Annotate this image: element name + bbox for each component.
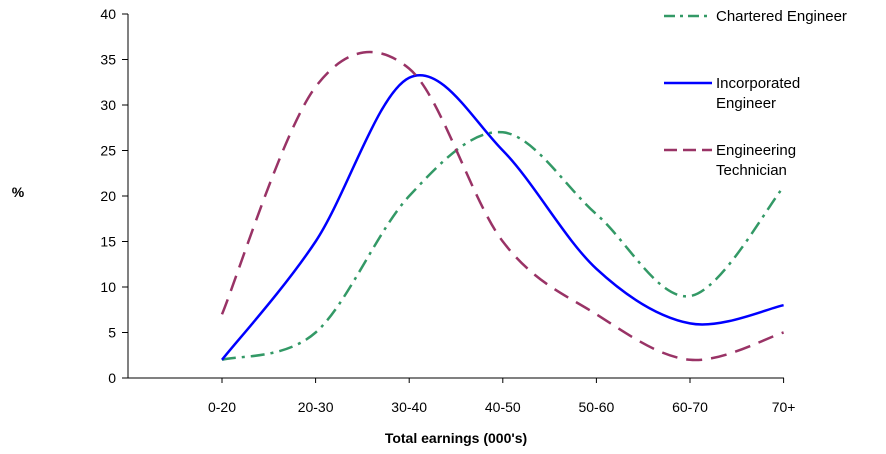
- x-tick-label: 20-30: [298, 399, 334, 415]
- y-tick-label: 0: [108, 370, 116, 386]
- x-tick-label: 70+: [772, 399, 796, 415]
- x-tick-label: 50-60: [578, 399, 614, 415]
- y-tick-label: 20: [100, 188, 116, 204]
- y-tick-label: 5: [108, 325, 116, 341]
- y-axis-title: %: [12, 184, 25, 200]
- x-tick-label: 40-50: [485, 399, 521, 415]
- series-line-2: [220, 50, 784, 362]
- legend-label: Engineering Technician: [716, 142, 796, 179]
- y-tick-label: 15: [100, 234, 116, 250]
- y-tick-label: 40: [100, 6, 116, 22]
- legend-label: Incorporated Engineer: [716, 75, 800, 112]
- y-tick-label: 10: [100, 279, 116, 295]
- series-line-1: [221, 74, 784, 361]
- y-tick-label: 30: [100, 97, 116, 113]
- legend: Chartered Engineer Incorporated Engineer En…: [664, 8, 847, 179]
- series-layer: [220, 50, 785, 362]
- x-tick-label: 60-70: [672, 399, 708, 415]
- legend-label: Chartered Engineer: [716, 8, 847, 25]
- y-tick-label: 35: [100, 52, 116, 68]
- y-axis: 0 5 10 15 20 25 30 35 40: [100, 6, 129, 386]
- x-tick-label: 30-40: [391, 399, 427, 415]
- y-tick-label: 25: [100, 143, 116, 159]
- x-axis-title: Total earnings (000's): [385, 430, 527, 446]
- series-line-0: [221, 131, 785, 362]
- x-tick-label: 0-20: [208, 399, 236, 415]
- x-axis: 0-20 20-30 30-40 40-50 50-60 60-70 70+: [128, 377, 796, 415]
